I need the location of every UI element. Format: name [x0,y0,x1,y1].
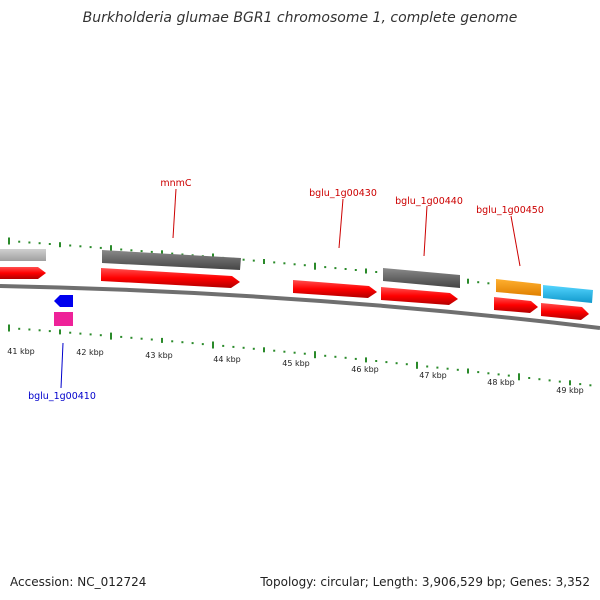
gene-label-bglu-1g00410[interactable]: bglu_1g00410 [28,391,96,402]
callout-line-bglu-1g00410 [60,342,64,389]
callout-line-mnmC [172,188,177,239]
kbp-label-42: 42 kbp [76,348,104,357]
kbp-label-45: 45 kbp [282,359,310,368]
gene-red-partial[interactable] [0,267,46,279]
gene-lightgrey-partial[interactable] [0,249,46,261]
gene-blue-bglu-1g00410[interactable] [54,295,73,307]
callout-line-bglu-1g00440 [423,205,428,257]
map-title: Burkholderia glumae BGR1 chromosome 1, c… [82,10,518,26]
kbp-label-46: 46 kbp [351,365,379,374]
kbp-label-47: 47 kbp [419,371,447,380]
gene-grey-mnmC[interactable] [102,250,241,270]
kbp-label-44: 44 kbp [213,355,241,364]
kbp-label-48: 48 kbp [487,378,515,387]
gene-red-2[interactable] [293,280,377,298]
gene-orange[interactable] [496,279,541,296]
gene-label-bglu-1g00440[interactable]: bglu_1g00440 [395,196,463,207]
kbp-label-43: 43 kbp [145,351,173,360]
inner-tick-row [8,324,592,387]
kbp-label-49: 49 kbp [556,386,584,395]
callout-line-bglu-1g00450 [510,215,521,267]
kbp-label-41: 41 kbp [7,347,35,356]
genome-summary-text: Topology: circular; Length: 3,906,529 bp… [260,575,590,589]
gene-pink[interactable] [54,312,73,326]
gene-grey-bglu-1g00440[interactable] [383,268,460,288]
gene-red-1[interactable] [101,268,240,288]
chromosome-backbone [0,284,600,330]
callout-line-bglu-1g00430 [338,198,344,249]
gene-red-4[interactable] [494,297,538,313]
gene-cyan[interactable] [543,285,593,303]
gene-red-5[interactable] [541,303,589,320]
gene-label-bglu-1g00450[interactable]: bglu_1g00450 [476,205,544,216]
gene-label-mnmC[interactable]: mnmC [160,178,192,189]
accession-text: Accession: NC_012724 [10,575,147,589]
gene-label-bglu-1g00430[interactable]: bglu_1g00430 [309,188,377,199]
gene-red-3[interactable] [381,287,458,305]
